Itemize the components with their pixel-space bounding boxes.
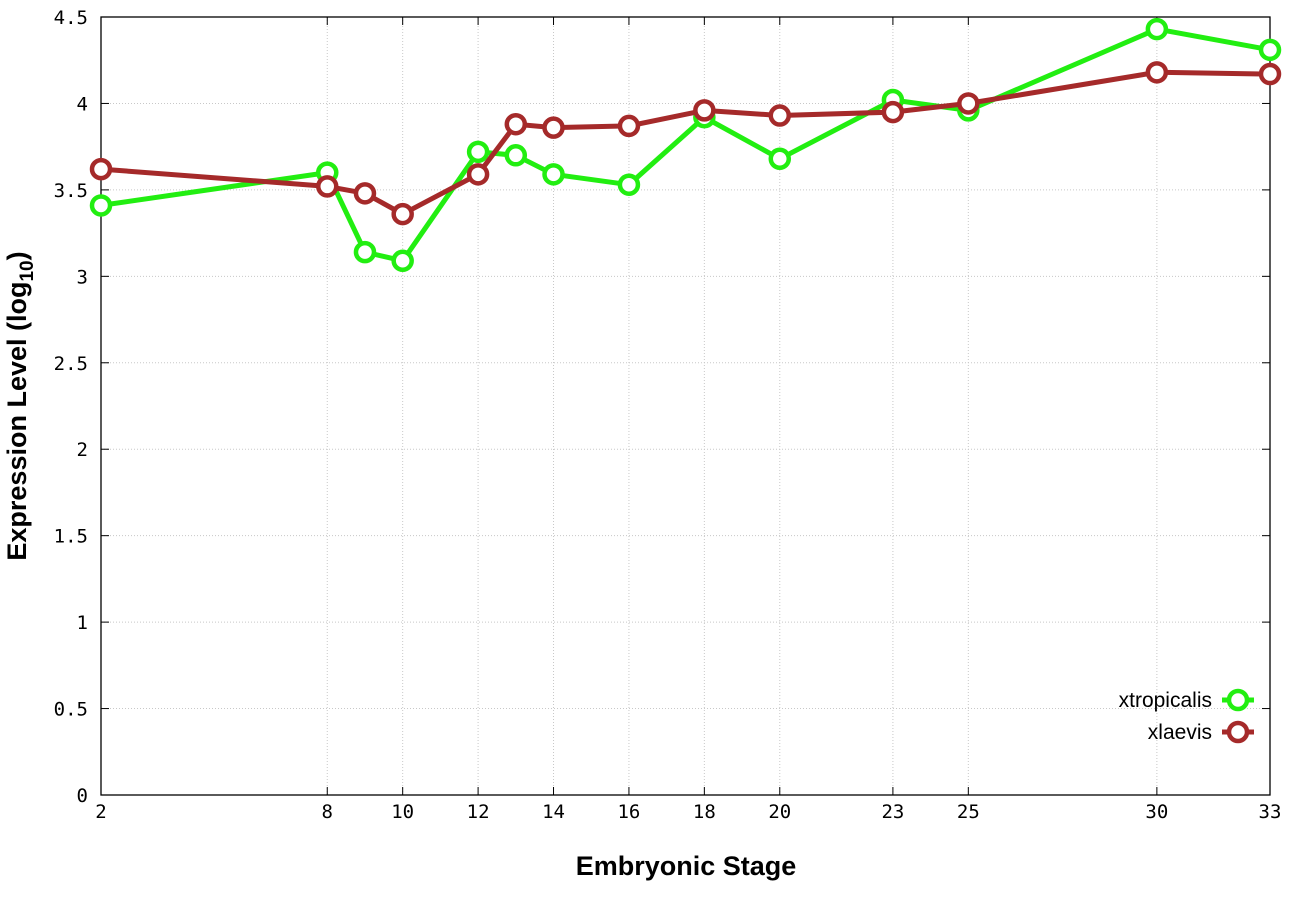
- y-axis-title-main: Expression Level (log: [2, 282, 32, 561]
- data-point: [391, 202, 414, 226]
- x-tick-label: 2: [95, 801, 106, 823]
- data-point: [504, 112, 528, 136]
- y-tick-label: 1: [77, 612, 88, 634]
- y-tick-label: 4.5: [54, 7, 88, 29]
- x-tick-label: 14: [542, 801, 565, 823]
- data-point: [1258, 38, 1282, 62]
- y-axis-title-close: ): [2, 251, 32, 260]
- legend-label: xtropicalis: [1119, 689, 1212, 712]
- data-point: [768, 104, 792, 127]
- data-point: [1145, 17, 1169, 41]
- y-tick-label: 2.5: [54, 353, 88, 375]
- data-point: [1145, 61, 1169, 84]
- data-point: [504, 144, 528, 167]
- series-layer: [89, 17, 1282, 273]
- x-tick-label: 16: [617, 801, 640, 823]
- plot-frame: [100, 16, 1271, 796]
- data-point: [957, 92, 980, 115]
- legend-marker: [1226, 720, 1250, 744]
- series-xtropicalis: [89, 17, 1282, 273]
- x-axis-title: Embryonic Stage: [576, 851, 797, 881]
- x-tick-label: 18: [693, 801, 716, 823]
- x-tick-label: 20: [768, 801, 791, 823]
- grid-lines: [101, 17, 1270, 795]
- y-tick-label: 1.5: [54, 526, 88, 548]
- y-tick-label: 4: [77, 93, 88, 115]
- y-tick-label: 3: [77, 266, 88, 288]
- x-tick-label: 8: [322, 801, 333, 823]
- y-axis-title: Expression Level (log10): [2, 251, 38, 560]
- x-tick-label: 33: [1259, 801, 1282, 823]
- y-tick-label: 3.5: [54, 180, 88, 202]
- legend: xtropicalis xlaevis: [1119, 688, 1254, 744]
- legend-marker: [1226, 688, 1250, 712]
- x-tick-label: 12: [467, 801, 490, 823]
- series-line: [100, 26, 1271, 264]
- data-point: [881, 100, 905, 124]
- x-tick-label: 10: [391, 801, 414, 823]
- data-point: [89, 157, 113, 181]
- y-tick-label: 0: [77, 785, 88, 807]
- data-point: [617, 114, 641, 138]
- x-tick-label: 30: [1145, 801, 1168, 823]
- y-axis-title-subscript: 10: [17, 260, 38, 281]
- data-point: [617, 173, 641, 196]
- data-point: [353, 240, 377, 264]
- data-point: [1258, 62, 1282, 86]
- data-point: [542, 116, 565, 139]
- series-line: [100, 69, 1271, 217]
- data-point: [391, 249, 414, 273]
- x-axis-ticks: 2 8 10 12 14 16 18 20 23 25 30 33: [95, 17, 1281, 823]
- x-tick-label: 25: [957, 801, 980, 823]
- data-point: [466, 163, 490, 186]
- data-point: [542, 163, 565, 186]
- legend-label: xlaevis: [1148, 721, 1212, 744]
- y-axis-ticks: 0 0.5 1 1.5 2 2.5 3 3.5 4 4.5: [54, 7, 1270, 807]
- y-tick-label: 0.5: [54, 699, 88, 721]
- x-tick-label: 23: [881, 801, 904, 823]
- data-point: [466, 140, 490, 164]
- y-tick-label: 2: [77, 439, 88, 461]
- series-xlaevis: [89, 61, 1282, 226]
- data-point: [768, 147, 792, 171]
- data-point: [316, 175, 339, 198]
- data-point: [353, 182, 377, 205]
- data-point: [693, 99, 716, 122]
- data-point: [89, 194, 113, 217]
